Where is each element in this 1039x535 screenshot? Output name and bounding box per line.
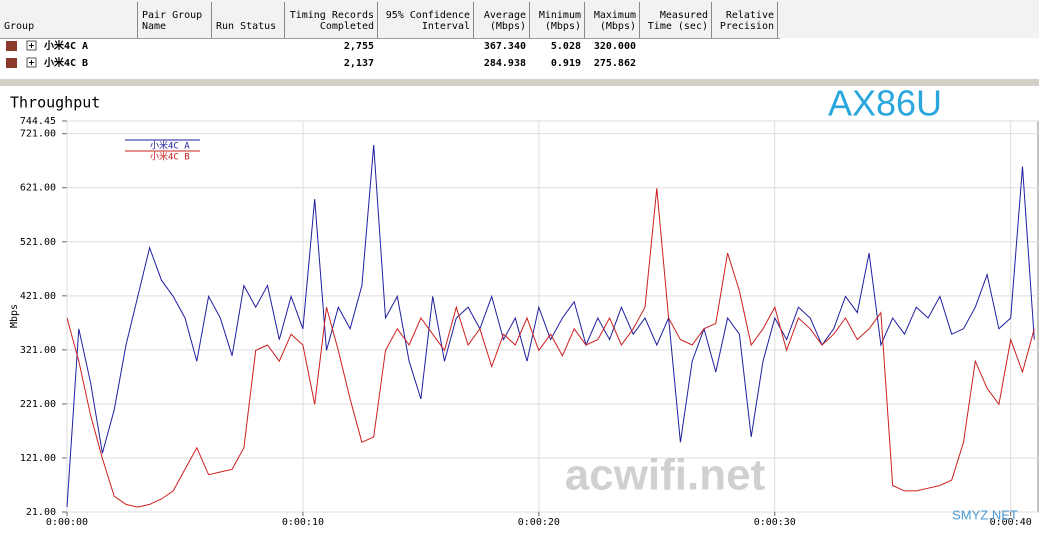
column-header: Pair Group [142,10,202,21]
group-icon [6,41,17,51]
x-tick-label: 0:00:10 [282,517,324,528]
watermark: AX86U [828,83,942,124]
watermark: acwifi.net [565,451,766,500]
column-header: Completed [320,21,374,32]
cell: 5.028 [551,41,581,52]
y-tick-label: 321.00 [20,345,56,356]
column-header: (Mbps) [545,21,581,32]
y-tick-label: 744.45 [20,116,56,127]
expand-plus [29,60,34,65]
y-tick-label: 521.00 [20,237,56,248]
column-header: Relative [726,10,774,21]
column-header: Minimum [539,10,581,21]
series-line [66,188,1035,508]
group-icon [6,58,17,68]
column-header: Run Status [216,21,276,32]
column-header: Name [142,21,166,32]
group-name: 小米4C A [43,39,88,52]
series-line [66,144,1035,508]
cell: 2,755 [344,41,374,52]
column-header: Interval [422,21,470,32]
y-tick-label: 121.00 [20,453,56,464]
legend-label: 小米4C B [150,151,190,163]
group-name: 小米4C B [43,56,88,69]
column-header: Precision [720,21,774,32]
column-header: Time (sec) [648,21,708,32]
x-tick-label: 0:00:40 [990,517,1032,528]
cell: 320.000 [594,41,636,52]
splitter [0,79,1039,86]
chart-title: Throughput [10,94,100,112]
legend-label: 小米4C A [150,140,190,152]
plot-frame [66,120,1039,513]
column-header: Timing Records [290,10,374,21]
cell: 2,137 [344,58,374,69]
column-header: Average [484,10,526,21]
x-tick-label: 0:00:30 [754,517,796,528]
table-header-bg [0,0,1039,38]
cell: 284.938 [484,58,526,69]
column-header: 95% Confidence [386,10,470,21]
cell: 275.862 [594,58,636,69]
y-tick-label: 721.00 [20,129,56,140]
y-tick-label: 21.00 [26,507,56,518]
x-tick-label: 0:00:00 [46,517,88,528]
column-header: Measured [660,10,708,21]
watermark: SMYZ.NET [952,507,1018,522]
y-axis-label: Mbps [9,304,20,328]
cell: 367.340 [484,41,526,52]
column-header: (Mbps) [600,21,636,32]
cell: 0.919 [551,58,581,69]
y-tick-label: 621.00 [20,183,56,194]
expand-plus [29,43,34,48]
x-tick-label: 0:00:20 [518,517,560,528]
y-tick-label: 221.00 [20,399,56,410]
y-tick-label: 421.00 [20,291,56,302]
column-header: Maximum [594,10,636,21]
column-header: (Mbps) [490,21,526,32]
column-header: Group [4,21,34,32]
